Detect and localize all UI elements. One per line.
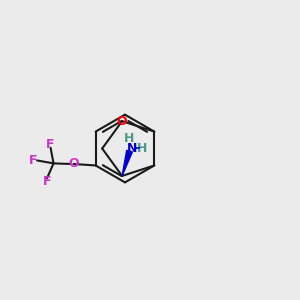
Text: F: F [43,175,51,188]
Text: H: H [137,142,148,155]
Text: F: F [29,154,38,167]
Polygon shape [122,150,132,176]
Text: N: N [127,142,138,155]
Text: O: O [68,158,79,170]
Text: O: O [117,115,128,128]
Text: F: F [46,138,55,151]
Text: H: H [124,132,134,145]
